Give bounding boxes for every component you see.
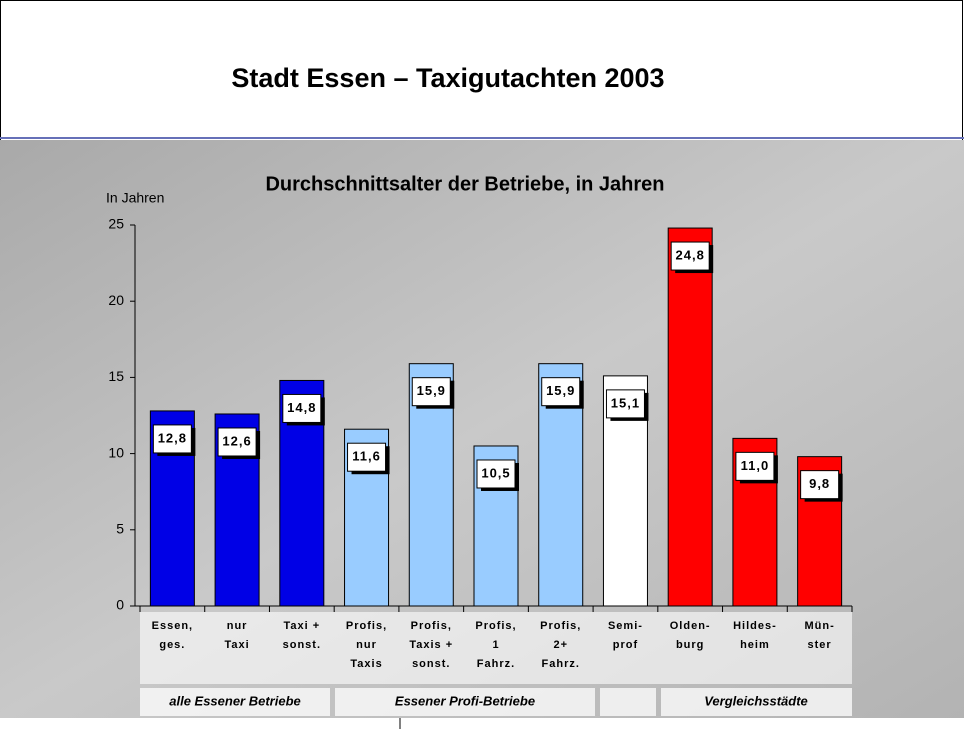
bar (668, 228, 712, 606)
group-label: Essener Profi-Betriebe (395, 693, 535, 708)
group-label: alle Essener Betriebe (169, 693, 301, 708)
y-tick-label: 15 (108, 368, 124, 384)
value-label: 14,8 (287, 400, 316, 415)
value-label: 15,1 (611, 395, 640, 410)
group-band (600, 688, 656, 716)
value-label: 12,8 (158, 430, 187, 445)
slide: Stadt Essen – Taxigutachten 2003 Durchsc… (0, 0, 964, 729)
x-tick-label: Profis,Taxis +sonst. (409, 620, 453, 670)
y-tick-label: 20 (108, 292, 124, 308)
value-label: 11,0 (741, 458, 770, 473)
value-label: 9,8 (809, 476, 830, 491)
value-label: 24,8 (676, 247, 705, 262)
y-tick-label: 25 (108, 216, 124, 232)
value-label: 12,6 (222, 433, 251, 448)
slide-title: Stadt Essen – Taxigutachten 2003 (231, 63, 664, 93)
chart-title: Durchschnittsalter der Betriebe, in Jahr… (265, 173, 664, 195)
y-tick-label: 0 (116, 597, 124, 613)
value-label: 11,6 (352, 449, 381, 464)
y-axis-label: In Jahren (106, 190, 164, 206)
group-label: Vergleichsstädte (704, 693, 808, 708)
value-label: 10,5 (481, 465, 510, 480)
y-tick-label: 5 (116, 521, 124, 537)
value-label: 15,9 (417, 383, 446, 398)
value-label: 15,9 (546, 383, 575, 398)
y-tick-label: 10 (108, 444, 124, 460)
